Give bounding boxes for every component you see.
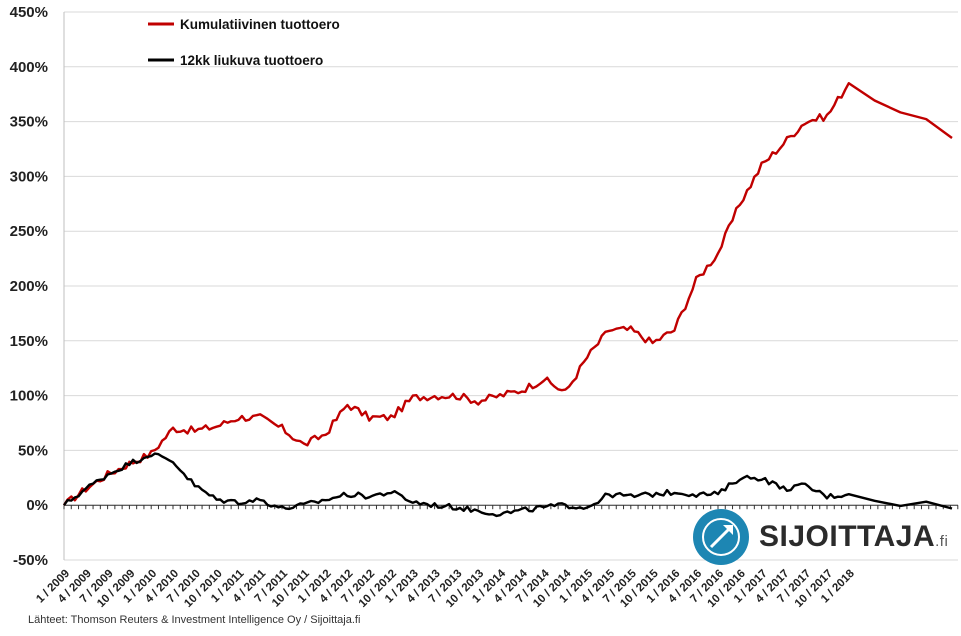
series-line-cumulative xyxy=(62,82,953,506)
series-line-rolling-12m xyxy=(63,452,953,518)
y-tick-label: 50% xyxy=(18,442,48,459)
gridlines xyxy=(64,11,958,561)
source-note: Lähteet: Thomson Reuters & Investment In… xyxy=(28,614,361,626)
logo-suffix: .fi xyxy=(935,533,949,550)
y-tick-label: 0% xyxy=(26,497,48,514)
y-tick-label: 250% xyxy=(10,223,48,240)
y-tick-label: 150% xyxy=(10,333,48,350)
arrow-up-right-icon xyxy=(693,509,749,565)
series-lines xyxy=(62,82,953,518)
y-tick-label: 200% xyxy=(10,278,48,295)
sijoittaja-logo: SIJOITTAJA.fi xyxy=(693,509,948,565)
y-tick-label: 350% xyxy=(10,114,48,131)
legend: Kumulatiivinen tuottoero 12kk liukuva tu… xyxy=(148,17,340,68)
legend-label-rolling: 12kk liukuva tuottoero xyxy=(180,53,323,68)
y-tick-label: 100% xyxy=(10,388,48,405)
y-tick-label: -50% xyxy=(13,552,48,569)
y-tick-label: 400% xyxy=(10,59,48,76)
logo-name: SIJOITTAJA xyxy=(759,520,936,553)
y-tick-label: 450% xyxy=(10,4,48,21)
legend-label-cumulative: Kumulatiivinen tuottoero xyxy=(180,17,340,32)
y-tick-label: 300% xyxy=(10,168,48,185)
y-tick-labels: -50% 0% 50% 100% 150% 200% 250% 300% 350% 400% 450… xyxy=(10,4,48,569)
axes xyxy=(63,12,959,560)
